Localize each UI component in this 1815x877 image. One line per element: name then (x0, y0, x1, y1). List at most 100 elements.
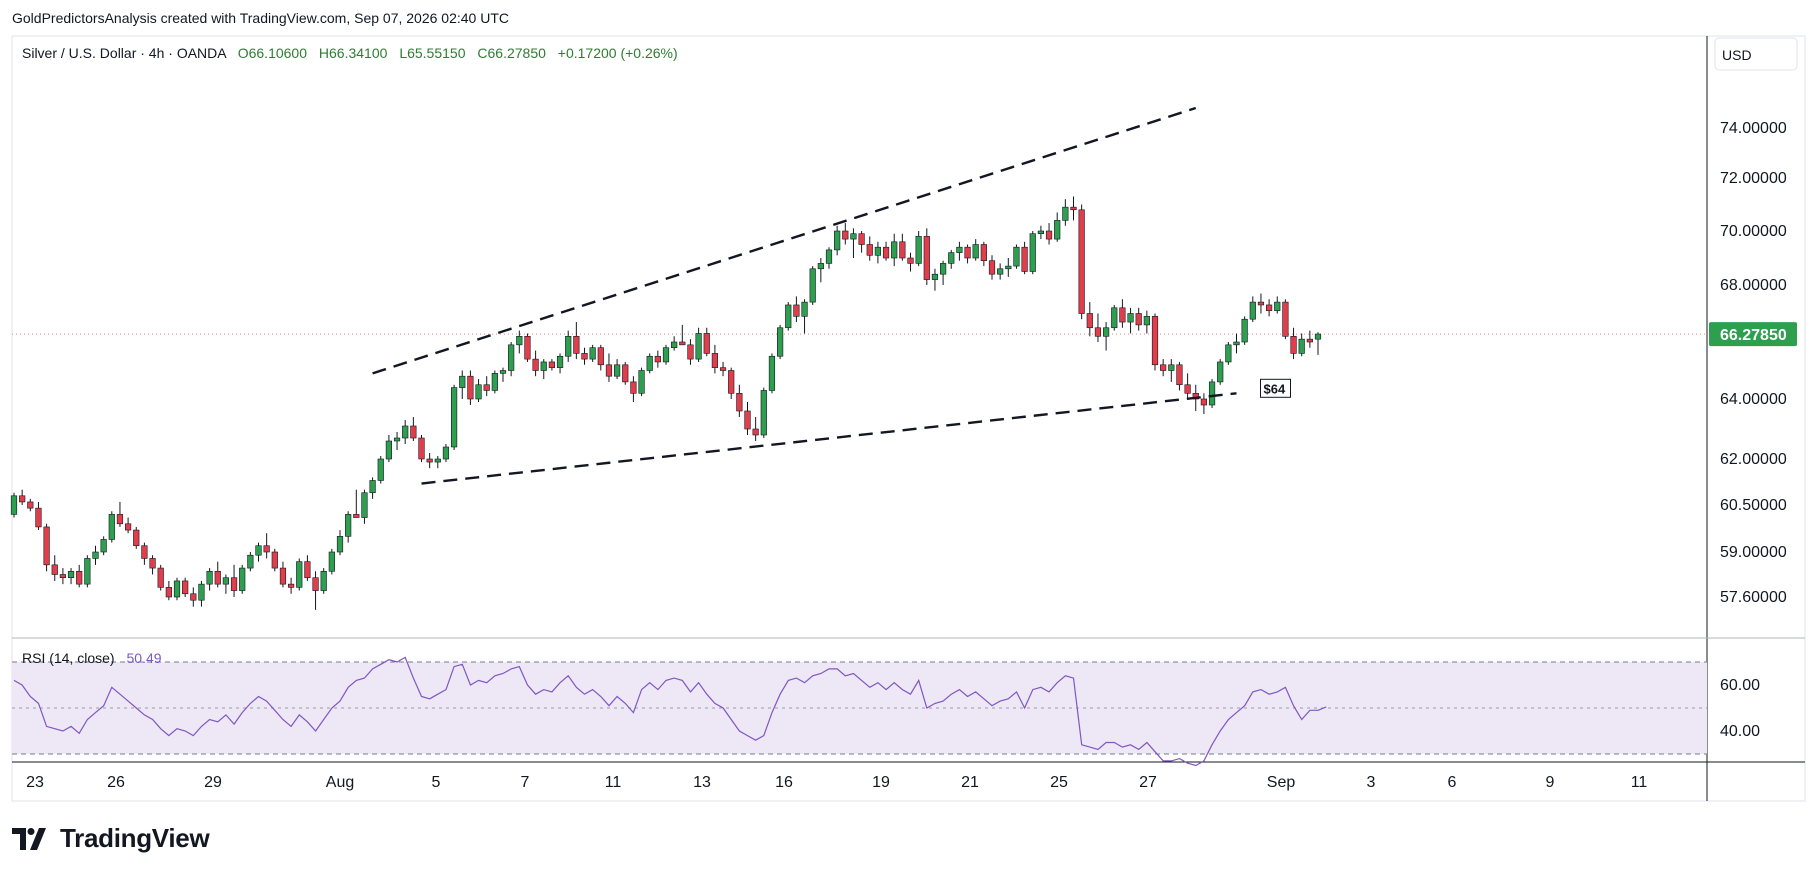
candle-body (1200, 398, 1207, 406)
support-label-box[interactable] (1260, 378, 1291, 398)
candle (1062, 199, 1069, 226)
candle (573, 322, 580, 360)
candle (157, 564, 164, 591)
lower-channel-trendline[interactable] (421, 392, 1237, 485)
candle (1127, 307, 1134, 334)
candle-body (43, 526, 50, 566)
candle (190, 587, 197, 607)
tradingview-logo[interactable]: TradingView (12, 823, 210, 854)
candle (418, 435, 425, 463)
currency-button[interactable] (1714, 37, 1798, 71)
candle (410, 417, 417, 441)
candle (923, 228, 930, 285)
price-axis-label: 59.00000 (1720, 544, 1787, 561)
candle-body (1290, 335, 1297, 354)
candle (1306, 330, 1313, 348)
candle (891, 233, 898, 267)
candle-body (1119, 307, 1126, 323)
candle (1168, 359, 1175, 382)
candle (393, 432, 401, 450)
candle-body (1045, 230, 1053, 240)
candle-body (1160, 364, 1167, 371)
price-axis-label: 72.00000 (1720, 170, 1787, 187)
candle-body (524, 335, 531, 360)
candle (662, 344, 670, 365)
candle (785, 302, 792, 331)
candle-body (980, 244, 987, 262)
candle-body (768, 355, 776, 391)
candle-body (27, 501, 34, 509)
candle (597, 344, 604, 371)
candle-body (1266, 304, 1273, 311)
candle (1111, 304, 1118, 331)
candle-body (222, 577, 230, 585)
time-axis-label: 16 (775, 774, 793, 791)
candle (76, 564, 83, 588)
price-axis[interactable]: 74.00000 72.00000 70.00000 68.00000 64.00000… (1720, 120, 1787, 606)
candle (915, 231, 922, 267)
rsi-axis-label: 40.00 (1720, 723, 1760, 740)
time-axis-label: 19 (872, 774, 890, 791)
candle-body (801, 301, 808, 317)
candle (956, 241, 963, 261)
candle-body (703, 333, 710, 354)
candle (271, 548, 278, 572)
candle-body (646, 355, 653, 371)
candle-body (850, 233, 857, 240)
candle-body (793, 304, 800, 317)
candle (1021, 241, 1028, 275)
upper-channel-trendline[interactable] (372, 106, 1197, 375)
candle-body (988, 260, 996, 275)
candle (605, 353, 613, 382)
candle-body (874, 246, 881, 256)
candle-body (149, 558, 156, 569)
candle (499, 367, 507, 382)
candle (1029, 231, 1036, 275)
candle (92, 545, 99, 565)
candle (84, 555, 91, 588)
candle (719, 361, 727, 377)
time-axis-label: 29 (204, 774, 222, 791)
candle (508, 342, 515, 377)
candle-body (638, 370, 645, 394)
trendlines-layer[interactable] (372, 106, 1237, 485)
candle-body (255, 545, 262, 556)
candle (866, 236, 873, 261)
tradingview-logo-text: TradingView (60, 823, 210, 853)
candle-body (51, 564, 58, 575)
candle (703, 327, 710, 357)
candle-body (67, 570, 75, 579)
time-axis-label: 27 (1139, 774, 1157, 791)
candle-body (1282, 301, 1289, 337)
candle-body (410, 425, 417, 439)
candle-body (312, 577, 319, 591)
price-axis-label: 74.00000 (1720, 120, 1787, 137)
candle (483, 376, 490, 397)
candle (1217, 359, 1224, 385)
candle-body (1314, 333, 1322, 340)
candle (793, 296, 800, 323)
candle-body (622, 364, 629, 383)
candle-body (84, 558, 91, 585)
candle (116, 501, 124, 527)
candle-body (695, 333, 702, 360)
time-axis-label: 23 (26, 774, 44, 791)
candle (491, 370, 498, 394)
candle (630, 376, 637, 402)
candle (141, 542, 148, 565)
candle-body (263, 545, 270, 553)
candle (133, 526, 140, 549)
time-axis-label: 6 (1448, 774, 1457, 791)
candle (1054, 212, 1061, 242)
candle-body (206, 570, 213, 585)
candle (442, 444, 450, 463)
candle (1274, 296, 1281, 314)
time-axis-label: Sep (1267, 774, 1296, 791)
candle (1184, 373, 1191, 399)
candle-body (589, 347, 596, 360)
candle-body (597, 347, 604, 366)
candle-body (679, 341, 686, 346)
candle (825, 247, 833, 269)
time-axis[interactable]: 23 26 29 Aug 5 7 11 13 16 19 21 25 27 Sep 3 6 9 11 (26, 774, 1647, 791)
